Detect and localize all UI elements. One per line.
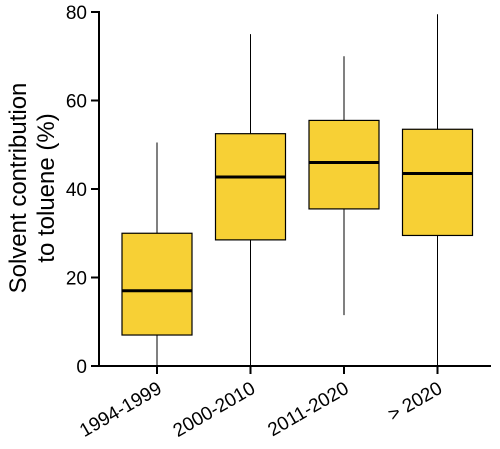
y-axis-title-line-1: Solvent contribution: [5, 83, 32, 294]
x-tick-label: 2011-2020: [265, 378, 353, 441]
iqr-box: [214, 133, 287, 241]
x-tick-label: 2000-2010: [170, 378, 259, 442]
x-tick-label: 1994-1999: [76, 378, 165, 442]
box-2: [214, 34, 287, 366]
iqr-box: [401, 128, 474, 237]
y-axis: 0 20 40 60 80: [66, 3, 100, 378]
y-tick-label: 40: [66, 180, 87, 201]
y-tick-label: 0: [76, 357, 87, 378]
box-3: [308, 56, 380, 316]
iqr-box: [308, 119, 380, 210]
iqr-box: [121, 232, 193, 336]
y-tick-label: 60: [66, 92, 87, 113]
y-tick-label: 80: [66, 3, 87, 24]
y-axis-title: Solvent contribution to toluene (%): [5, 83, 60, 294]
x-tick-label: > 2020: [385, 378, 446, 426]
y-axis-title-line-2: to toluene (%): [33, 113, 60, 262]
box-1: [121, 142, 193, 366]
box-4: [401, 14, 474, 366]
y-tick-label: 20: [66, 269, 87, 290]
plot-area: [121, 14, 474, 366]
x-axis: 1994-1999 2000-2010 2011-2020 > 2020: [76, 365, 491, 442]
